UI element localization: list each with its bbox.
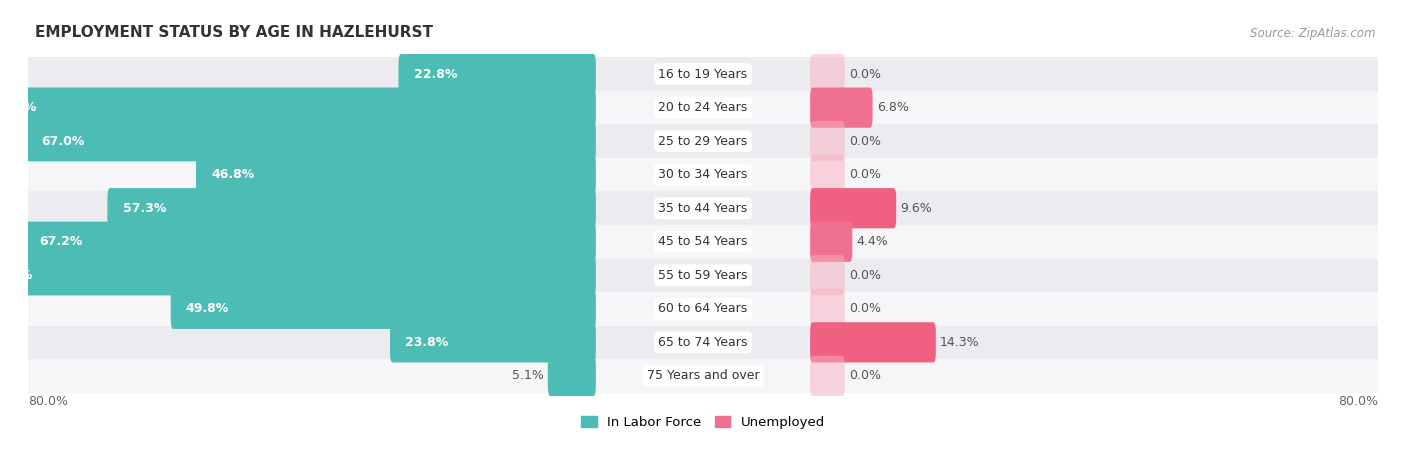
- Text: 0.0%: 0.0%: [849, 369, 882, 382]
- Text: 0.0%: 0.0%: [849, 302, 882, 315]
- Text: 35 to 44 Years: 35 to 44 Years: [658, 202, 748, 215]
- FancyBboxPatch shape: [389, 322, 596, 362]
- Text: 20 to 24 Years: 20 to 24 Years: [658, 101, 748, 114]
- Bar: [28, 326, 1378, 359]
- Text: 46.8%: 46.8%: [211, 168, 254, 181]
- Bar: [28, 57, 1378, 91]
- FancyBboxPatch shape: [810, 289, 845, 329]
- Text: 80.0%: 80.0%: [28, 396, 67, 408]
- Text: 16 to 19 Years: 16 to 19 Years: [658, 68, 748, 81]
- FancyBboxPatch shape: [810, 356, 845, 396]
- Text: 22.8%: 22.8%: [413, 68, 457, 81]
- Bar: [28, 124, 1378, 158]
- Text: 67.2%: 67.2%: [39, 235, 83, 248]
- Text: 73.1%: 73.1%: [0, 269, 32, 282]
- Bar: [28, 225, 1378, 259]
- FancyBboxPatch shape: [195, 155, 596, 195]
- Bar: [28, 259, 1378, 292]
- Text: 0.0%: 0.0%: [849, 68, 882, 81]
- Text: 9.6%: 9.6%: [900, 202, 932, 215]
- Text: 0.0%: 0.0%: [849, 269, 882, 282]
- Bar: [28, 191, 1378, 225]
- Text: 23.8%: 23.8%: [405, 336, 449, 349]
- Bar: [28, 359, 1378, 393]
- FancyBboxPatch shape: [398, 54, 596, 94]
- Text: 75 Years and over: 75 Years and over: [647, 369, 759, 382]
- Text: 45 to 54 Years: 45 to 54 Years: [658, 235, 748, 248]
- FancyBboxPatch shape: [548, 356, 596, 396]
- Text: 49.8%: 49.8%: [186, 302, 229, 315]
- Text: 60 to 64 Years: 60 to 64 Years: [658, 302, 748, 315]
- Text: 14.3%: 14.3%: [941, 336, 980, 349]
- Text: 0.0%: 0.0%: [849, 135, 882, 148]
- FancyBboxPatch shape: [810, 88, 873, 128]
- FancyBboxPatch shape: [810, 54, 845, 94]
- Text: 25 to 29 Years: 25 to 29 Years: [658, 135, 748, 148]
- Legend: In Labor Force, Unemployed: In Labor Force, Unemployed: [575, 410, 831, 434]
- Bar: [28, 292, 1378, 326]
- Text: 4.4%: 4.4%: [856, 235, 889, 248]
- FancyBboxPatch shape: [0, 88, 596, 128]
- FancyBboxPatch shape: [24, 222, 596, 262]
- Text: 0.0%: 0.0%: [849, 168, 882, 181]
- Text: EMPLOYMENT STATUS BY AGE IN HAZLEHURST: EMPLOYMENT STATUS BY AGE IN HAZLEHURST: [35, 25, 433, 40]
- Text: 72.6%: 72.6%: [0, 101, 37, 114]
- Text: 30 to 34 Years: 30 to 34 Years: [658, 168, 748, 181]
- FancyBboxPatch shape: [810, 222, 852, 262]
- Bar: [28, 91, 1378, 124]
- FancyBboxPatch shape: [107, 188, 596, 228]
- FancyBboxPatch shape: [0, 255, 596, 295]
- Bar: [28, 158, 1378, 191]
- Text: Source: ZipAtlas.com: Source: ZipAtlas.com: [1250, 27, 1375, 40]
- Text: 67.0%: 67.0%: [41, 135, 84, 148]
- Text: 80.0%: 80.0%: [1339, 396, 1378, 408]
- Text: 5.1%: 5.1%: [512, 369, 544, 382]
- FancyBboxPatch shape: [170, 289, 596, 329]
- Text: 65 to 74 Years: 65 to 74 Years: [658, 336, 748, 349]
- Text: 55 to 59 Years: 55 to 59 Years: [658, 269, 748, 282]
- Text: 57.3%: 57.3%: [122, 202, 166, 215]
- FancyBboxPatch shape: [810, 322, 936, 362]
- Text: 6.8%: 6.8%: [877, 101, 908, 114]
- FancyBboxPatch shape: [810, 188, 896, 228]
- FancyBboxPatch shape: [810, 255, 845, 295]
- FancyBboxPatch shape: [810, 155, 845, 195]
- FancyBboxPatch shape: [810, 121, 845, 161]
- FancyBboxPatch shape: [25, 121, 596, 161]
